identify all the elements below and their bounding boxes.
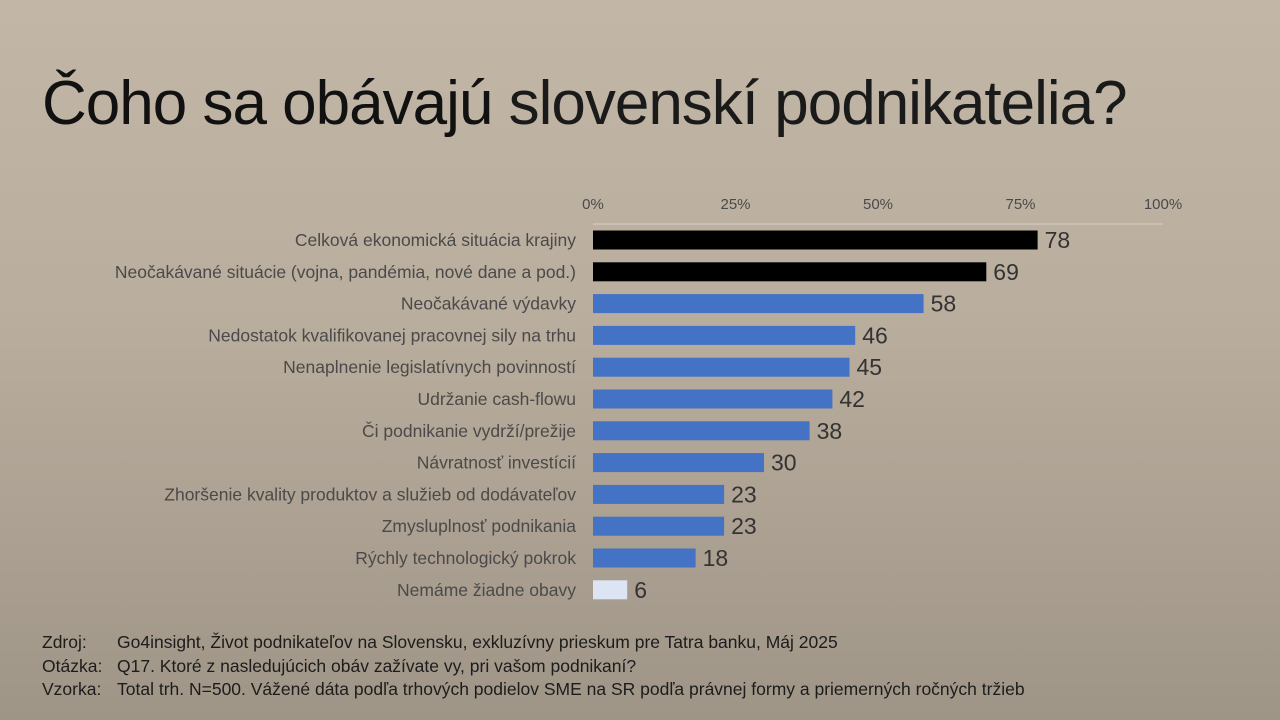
value-label: 18 [703, 545, 729, 571]
bar-chart: 0% 25% 50% 75% 100% Celková ekonomická situác… [115, 196, 1182, 603]
value-label: 69 [993, 259, 1019, 285]
footer-question-label: Otázka: [42, 655, 103, 676]
page-title: Čoho sa obávajú slovenskí podnikatelia? [42, 68, 1128, 139]
value-label: 6 [634, 577, 647, 603]
category-label: Či podnikanie vydrží/prežije [362, 420, 576, 441]
bar [593, 516, 725, 536]
bar [593, 389, 833, 409]
value-label: 46 [862, 322, 888, 348]
bar [593, 580, 628, 600]
bar [593, 262, 987, 282]
x-tick-label: 100% [1144, 196, 1182, 213]
category-label: Neočakávané výdavky [401, 294, 576, 314]
category-label: Nemáme žiadne obavy [397, 580, 576, 600]
bar [593, 548, 696, 568]
title-part-2: slovenskí podnikatelia? [508, 69, 1128, 138]
category-label: Zmysluplnosť podnikania [382, 516, 577, 536]
value-label: 58 [931, 291, 957, 317]
footer-question-text: Q17. Ktoré z nasledujúcich obáv zažívate… [117, 655, 637, 676]
category-label: Nenaplnenie legislatívnych povinností [283, 357, 576, 377]
bar [593, 357, 850, 377]
value-label: 23 [731, 481, 757, 507]
value-label: 42 [839, 386, 865, 412]
value-label: 45 [857, 354, 883, 380]
value-label: 23 [731, 513, 757, 539]
category-label: Udržanie cash-flowu [417, 389, 576, 409]
bar [593, 421, 810, 441]
category-label: Návratnosť investícií [417, 453, 576, 473]
value-label: 38 [817, 418, 843, 444]
footer-source-text: Go4insight, Život podnikateľov na Sloven… [117, 632, 838, 652]
value-label: 30 [771, 450, 797, 476]
footer-sample-text: Total trh. N=500. Vážené dáta podľa trho… [117, 679, 1025, 699]
title-part-1: Čoho sa obávajú [42, 69, 493, 138]
bar [593, 484, 725, 504]
bar [593, 294, 924, 314]
footer-source: Zdroj: Go4insight, Život podnikateľov na… [42, 631, 1025, 655]
footer-notes: Zdroj: Go4insight, Život podnikateľov na… [42, 631, 1025, 702]
x-tick-label: 0% [582, 196, 604, 213]
category-label: Zhoršenie kvality produktov a služieb od… [164, 484, 576, 504]
x-tick-label: 25% [720, 196, 750, 213]
category-label: Rýchly technologický pokrok [355, 548, 576, 568]
bar [593, 325, 856, 345]
footer-sample-label: Vzorka: [42, 679, 102, 699]
value-label: 78 [1045, 227, 1071, 253]
x-tick-label: 75% [1005, 196, 1035, 213]
x-tick-label: 50% [863, 196, 893, 213]
category-label: Nedostatok kvalifikovanej pracovnej sily… [208, 325, 576, 345]
footer-source-label: Zdroj: [42, 632, 87, 652]
category-label: Neočakávané situácie (vojna, pandémia, n… [115, 262, 576, 282]
bar [593, 230, 1038, 250]
bar [593, 453, 764, 473]
footer-question: Otázka: Q17. Ktoré z nasledujúcich obáv … [42, 655, 1025, 679]
category-label: Celková ekonomická situácia krajiny [295, 230, 576, 250]
footer-sample: Vzorka: Total trh. N=500. Vážené dáta po… [42, 678, 1025, 702]
